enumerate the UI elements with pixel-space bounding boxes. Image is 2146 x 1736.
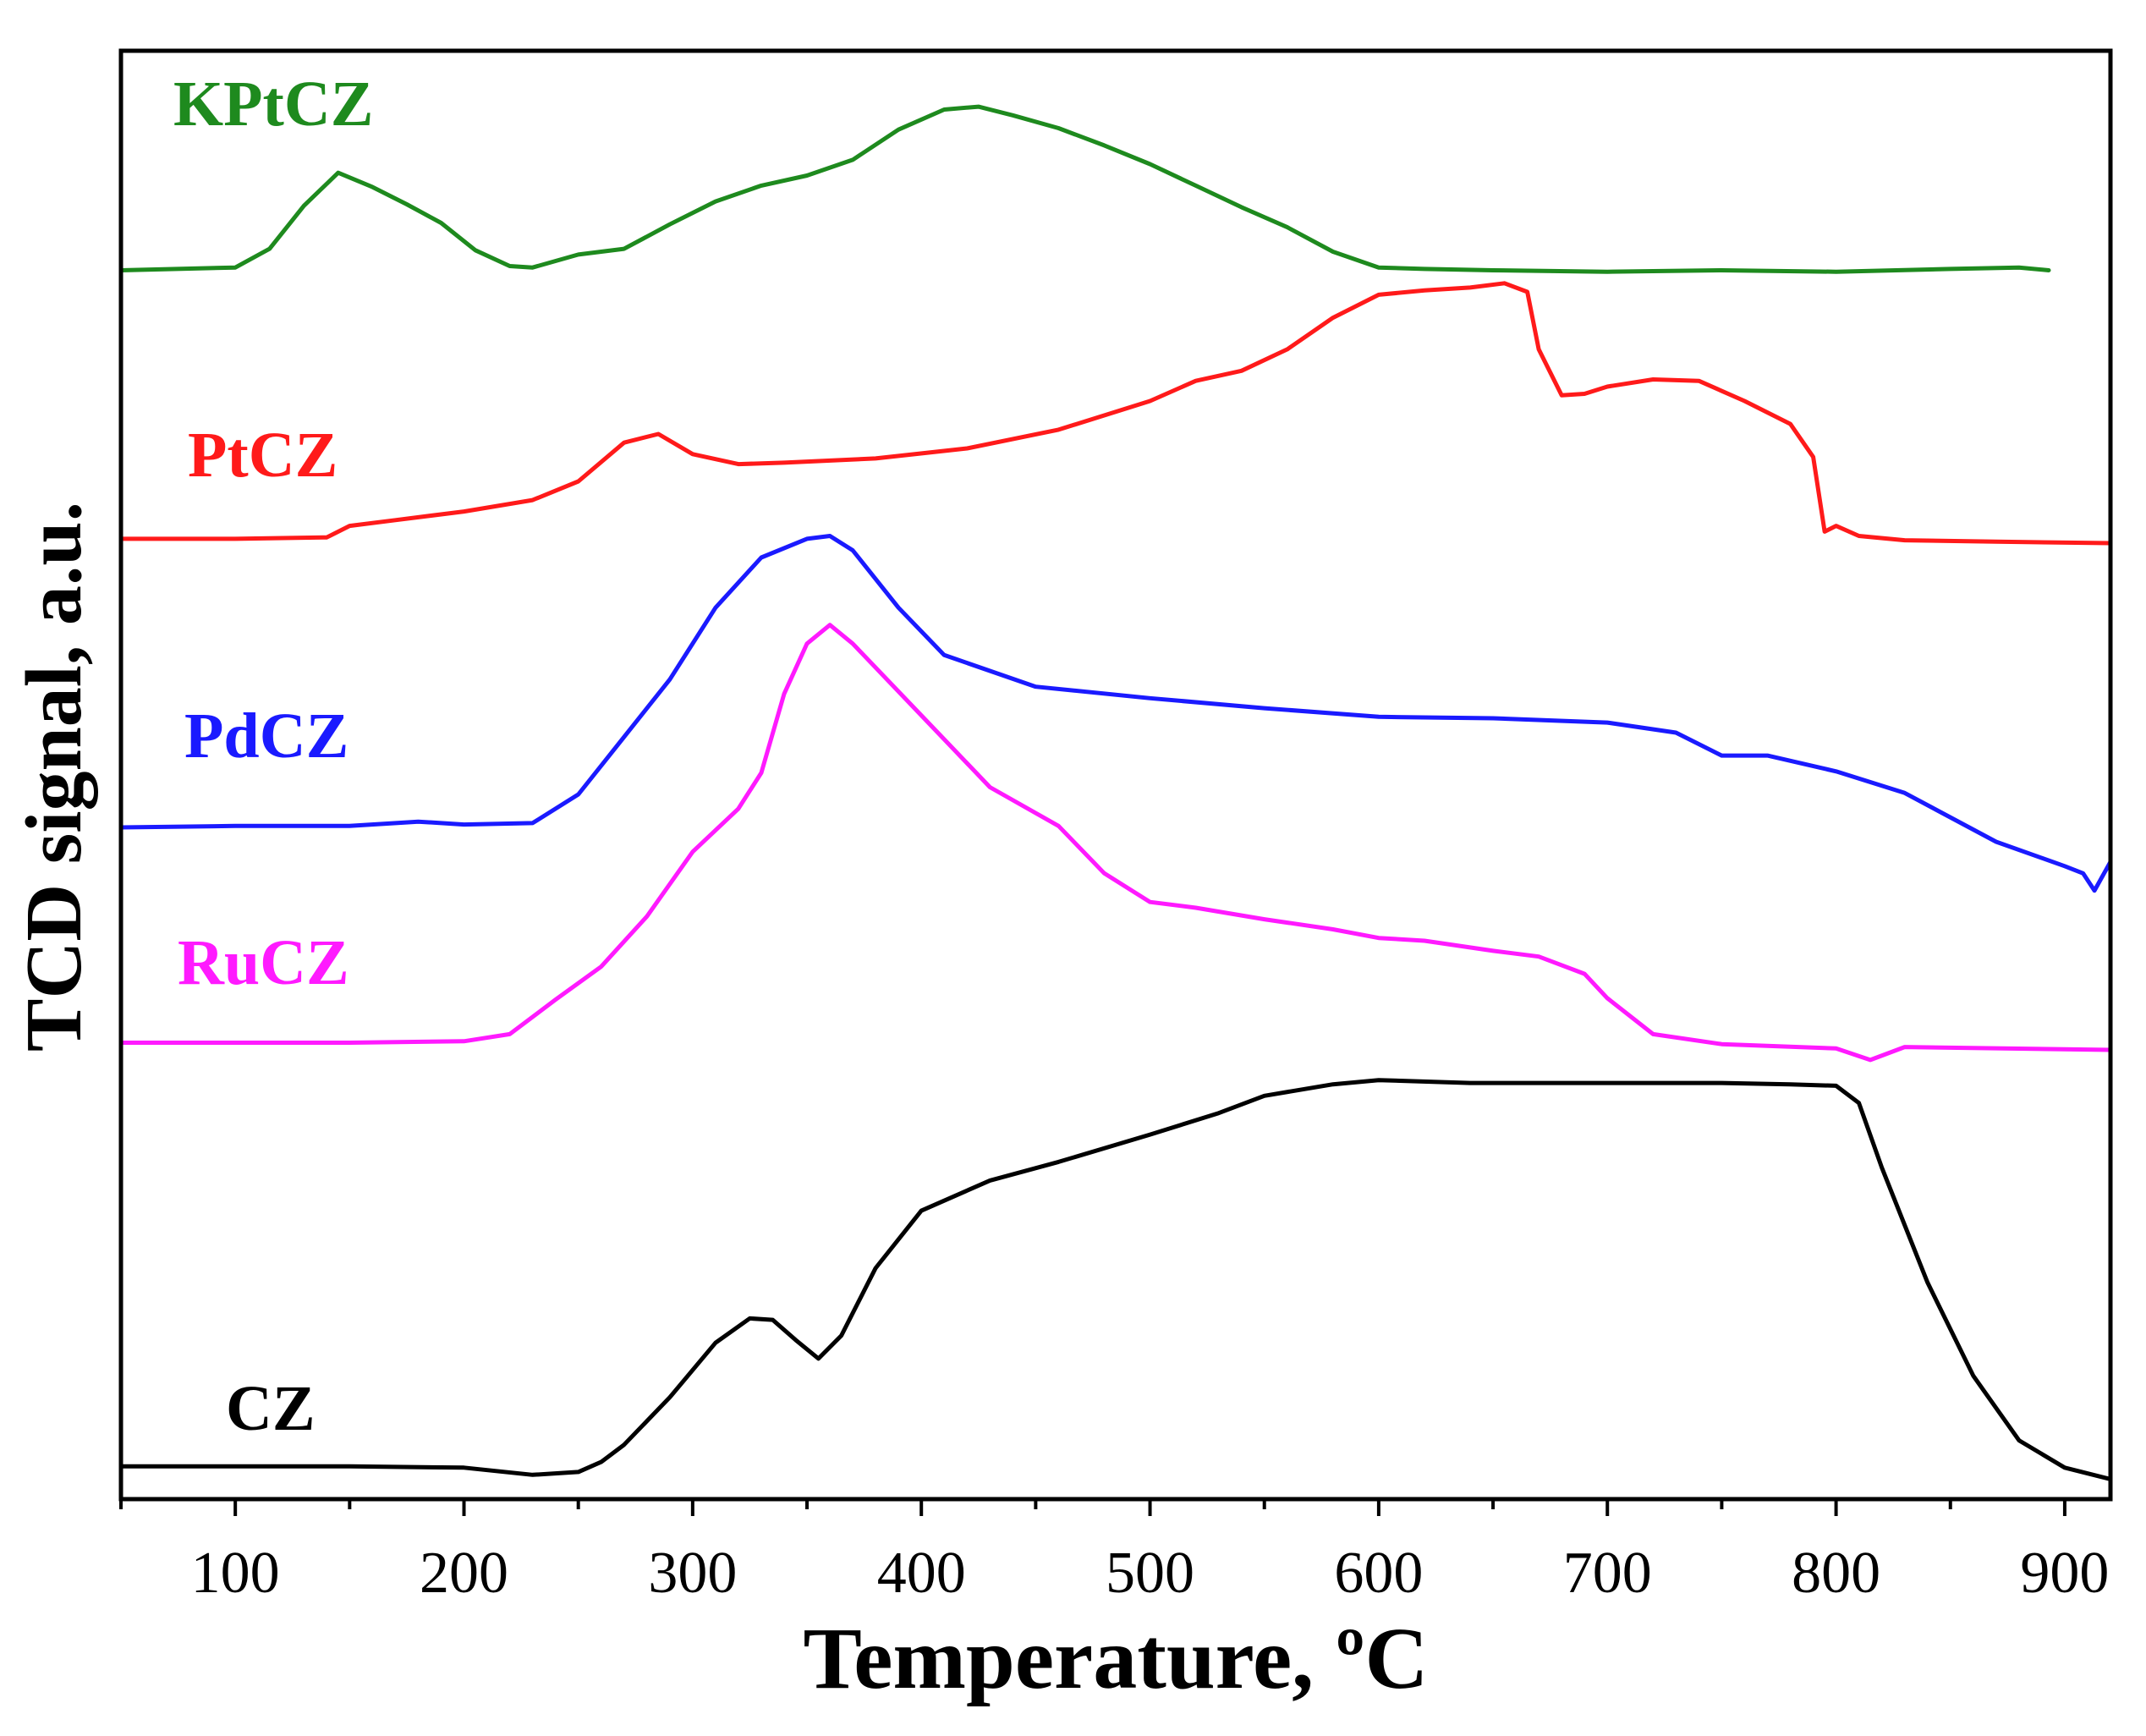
x-tick-label: 900	[2020, 1541, 2109, 1606]
series-line-ptcz	[118, 281, 2113, 546]
series-labels: KPtCZ PtCZ PdCZ RuCZ CZ	[173, 69, 373, 1444]
series-label-pdcz: PdCZ	[184, 700, 349, 772]
plot-lines	[118, 104, 2113, 1481]
series-label-kptcz: KPtCZ	[173, 69, 373, 140]
x-tick-label: 300	[648, 1541, 737, 1606]
x-tick-label: 600	[1334, 1541, 1423, 1606]
plot-frame	[118, 48, 2113, 1502]
x-tick-label: 500	[1106, 1541, 1194, 1606]
series-line-pdcz	[118, 534, 2113, 893]
y-axis-title: TCD signal, a.u.	[10, 502, 98, 1052]
x-tick-label: 100	[191, 1541, 280, 1606]
series-line-kptcz	[118, 104, 2051, 274]
x-tick-label: 200	[420, 1541, 508, 1606]
series-label-rucz: RuCZ	[178, 927, 349, 998]
x-tick-labels: 100 200 300 400 500 600 700 800 900	[191, 1541, 2110, 1606]
series-label-ptcz: PtCZ	[188, 420, 338, 491]
x-tick-label: 700	[1563, 1541, 1652, 1606]
series-label-cz: CZ	[226, 1373, 316, 1444]
x-ticks	[119, 1499, 2066, 1516]
x-axis-title: Temperature, ºC	[803, 1610, 1428, 1707]
x-tick-label: 400	[877, 1541, 966, 1606]
x-tick-label: 800	[1792, 1541, 1880, 1606]
series-line-cz	[118, 1078, 2113, 1481]
series-line-rucz	[118, 623, 2113, 1063]
